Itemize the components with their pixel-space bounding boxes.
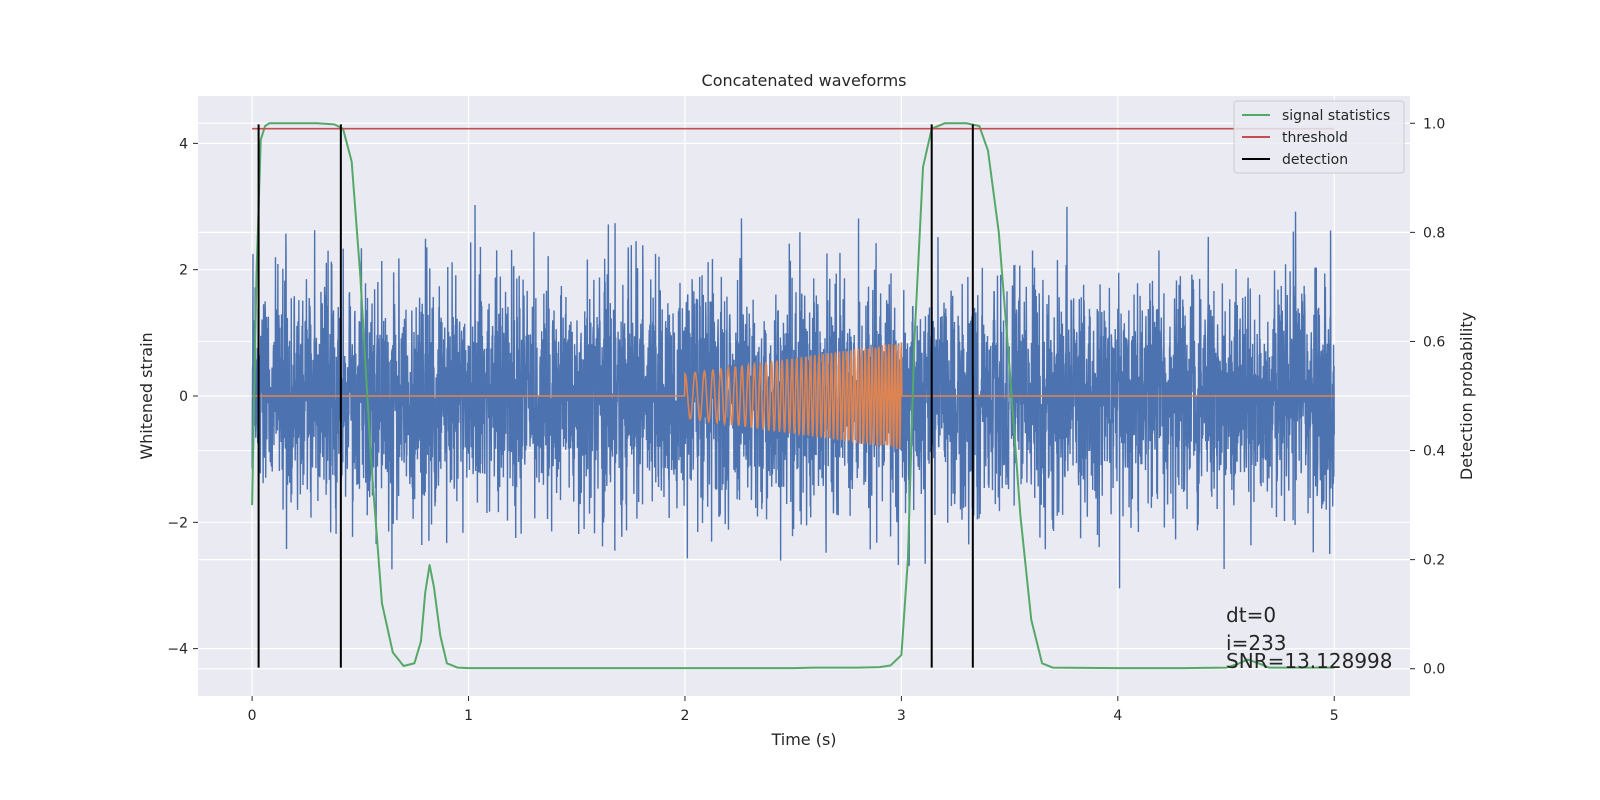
legend-entry-label: signal statistics <box>1282 108 1390 124</box>
y-right-tick-label: 0.0 <box>1423 662 1445 678</box>
series-layer <box>251 122 1335 670</box>
y-left-tick-label: 4 <box>179 136 188 152</box>
x-tick-label: 4 <box>1113 708 1122 724</box>
x-tick-label: 2 <box>681 708 690 724</box>
ticks-layer: 0 1 2 3 4 5 −4 −2 0 2 4 0.0 0.2 0.4 0.6 0.8 1.0 <box>167 116 1445 724</box>
chart-title: Concatenated waveforms <box>702 71 907 90</box>
legend-entry-label: threshold <box>1282 130 1348 146</box>
series-chirp-line <box>252 342 1335 449</box>
y-left-tick-label: −2 <box>167 515 188 531</box>
y-left-tick-label: −4 <box>167 642 188 658</box>
annotation-text: SNR=13.128998 <box>1226 649 1392 673</box>
x-tick-label: 3 <box>897 708 906 724</box>
legend: signal statistics threshold detection <box>1233 100 1405 174</box>
y-right-tick-label: 0.6 <box>1423 334 1445 350</box>
y-right-tick-label: 0.8 <box>1423 225 1445 241</box>
y-right-tick-label: 1.0 <box>1423 116 1445 132</box>
y-axis-right-label: Detection probability <box>1457 312 1476 480</box>
legend-box <box>1233 100 1405 174</box>
x-tick-label: 0 <box>248 708 257 724</box>
y-left-tick-label: 2 <box>179 263 188 279</box>
y-left-tick-label: 0 <box>179 389 188 405</box>
x-axis-label: Time (s) <box>770 730 836 749</box>
legend-entry-label: detection <box>1282 152 1348 168</box>
y-right-tick-label: 0.2 <box>1423 553 1445 569</box>
x-tick-label: 5 <box>1330 708 1339 724</box>
x-tick-label: 1 <box>464 708 473 724</box>
y-right-tick-label: 0.4 <box>1423 444 1445 460</box>
annotation-text: dt=0 <box>1226 603 1276 627</box>
y-axis-left-label: Whitened strain <box>137 332 156 459</box>
annotation-text: i=233 <box>1226 631 1287 655</box>
